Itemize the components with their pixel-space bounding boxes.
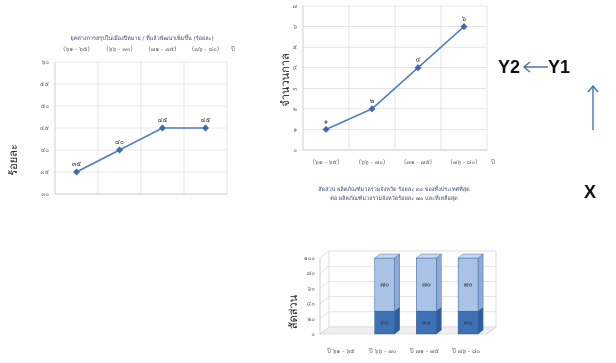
chart-2-ytick: ๒ [293, 106, 297, 113]
chart-2-ytick: ๔ [292, 65, 297, 72]
chart-1-data-label: ๔๕ [158, 116, 168, 124]
chart-3-bar-top [415, 253, 442, 259]
chart-3-xtick: ปี ๖๑ - ๖๕ [326, 347, 355, 355]
chart-3-data-label: ๗๐ [464, 281, 473, 289]
chart-1-ytick: ๔๐ [41, 147, 50, 154]
chart-3-data-label: ๓๐ [422, 319, 430, 327]
chart-2-xtick: (๗๖ - ๘๐) [450, 159, 477, 166]
chart-3-gridline [319, 250, 496, 259]
chart-1-ytick: ๖๐ [42, 59, 50, 66]
chart-2-xtick: (๗๑ - ๗๕) [404, 159, 432, 166]
chart-2-series-line [325, 25, 465, 131]
arrow-x-to-y1-head [587, 84, 599, 93]
axis-annotation: Y2 Y1 X [498, 57, 599, 202]
chart-3-bar-top [374, 253, 401, 259]
chart-1-data-label: ๓๕ [72, 160, 81, 168]
chart-2-ytick: ๖ [293, 24, 297, 31]
chart-1-series-line [76, 127, 206, 173]
chart-1-ytick: ๓๕ [40, 169, 49, 176]
chart-3-ytick: ๔๐ [307, 301, 316, 308]
chart-1-title: ยุคต่างการสรุปในเมืองปีหมาย / ที่แล้วพัฒ… [70, 34, 213, 42]
chart-3-ytick: ๖๐ [308, 285, 316, 292]
chart-3-xtick: ปี ๖๖ - ๗๐ [368, 347, 397, 355]
chart-2-data-label: ๔ [416, 56, 421, 64]
chart-1-point [116, 146, 123, 154]
chart-1-x-unit: ปี [230, 45, 235, 53]
chart-1-data-label: ๔๕ [201, 116, 211, 124]
chart-1-xtick: (๖๖ - ๗๐) [106, 46, 132, 53]
chart-3-ytick: ๘๐ [307, 270, 316, 277]
chart-2-data-label: ๒ [370, 97, 374, 105]
chart-3-ytick: ๑๐๐ [304, 255, 315, 262]
chart-3-data-label: ๓๐ [380, 319, 388, 327]
chart-3-bar-top [457, 253, 484, 259]
chart-1-data-label: ๔๐ [115, 138, 124, 146]
chart-1-xtick: (๗๑ - ๗๕) [148, 46, 176, 53]
annotation-x: X [584, 182, 596, 202]
chart-2-point [460, 23, 468, 31]
chart-3-data-label: ๗๐ [422, 281, 431, 289]
chart-1-ytick: ๔๕ [40, 125, 50, 132]
chart-3-ytick: ๐ [311, 331, 315, 338]
chart-2-x-unit: ปี [490, 158, 495, 166]
chart-2-point [368, 105, 376, 113]
chart-3-title-line-2: ต่อ ผลิตภัณฑ์มวลรวมจังหวัดร้อยละ ๗๐ และท… [330, 194, 458, 202]
chart-3-title-line-1: สัดส่วน ผลิตภัณฑ์มวลรวมจังหวัด ร้อยละ ๓๐… [318, 185, 470, 193]
chart-2-xtick: (๖๑ - ๖๕) [313, 159, 340, 166]
chart-3-bar-side [477, 253, 484, 312]
chart-3-xtick: ปี ๗๑ - ๗๕ [409, 347, 439, 355]
chart-2-ytick: ๑ [293, 126, 297, 133]
chart-2-ytick: ๓ [293, 85, 297, 92]
chart-1-ylabel: ร้อยละ [7, 144, 20, 176]
chart-1: ยุคต่างการสรุปในเมืองปีหมาย / ที่แล้วพัฒ… [7, 34, 235, 198]
chart-3-bar-side [394, 306, 400, 335]
annotation-y1: Y1 [548, 57, 570, 77]
chart-3-ylabel: สัดส่วน [287, 294, 300, 329]
chart-2-point [414, 64, 422, 72]
chart-3-bar-side [477, 306, 484, 335]
chart-3-ytick: ๒๐ [307, 316, 315, 323]
chart-3-xtick: ปี ๗๖ - ๘๐ [451, 347, 480, 355]
chart-2-ytick: ๐ [293, 147, 297, 154]
chart-2-data-label: ๖ [462, 15, 466, 23]
chart-1-point [159, 124, 166, 132]
chart-3-data-label: ๓๐ [464, 319, 472, 327]
chart-1-point [202, 124, 209, 132]
chart-2-xtick: (๖๖ - ๗๐) [359, 159, 385, 166]
chart-3-bar-side [436, 306, 442, 335]
chart-3-bar-side [394, 253, 400, 312]
annotation-y2: Y2 [498, 57, 520, 77]
chart-3-bar-side [436, 253, 442, 312]
chart-2-ylabel: จำนวนกาล [279, 53, 292, 106]
arrow-y1-to-y2-head [522, 61, 531, 73]
chart-2-point [322, 125, 330, 133]
chart-1-ytick: ๕๐ [41, 103, 50, 110]
chart-2-ytick: ๗ [292, 3, 297, 10]
chart-3: สัดส่วน ผลิตภัณฑ์มวลรวมจังหวัด ร้อยละ ๓๐… [287, 185, 497, 355]
chart-1-point [73, 168, 80, 176]
chart-1-xtick: (๖๑ - ๖๕) [63, 46, 90, 53]
chart-2-data-label: ๑ [324, 117, 328, 125]
chart-3-data-label: ๗๐ [380, 281, 389, 289]
chart-1-xtick: (๗๖ - ๘๐) [192, 46, 219, 53]
chart-2-ytick: ๕ [292, 44, 297, 51]
chart-2: จำนวนกาล ๐ ๑ ๒ ๓ ๔ ๕ ๖ ๗ (๖๑ - ๖๕) (๖๖ - ๗๐) (๗๑ -… [279, 3, 495, 166]
chart-1-ytick: ๕๕ [40, 81, 50, 88]
chart-1-ytick: ๓๐ [41, 191, 49, 198]
